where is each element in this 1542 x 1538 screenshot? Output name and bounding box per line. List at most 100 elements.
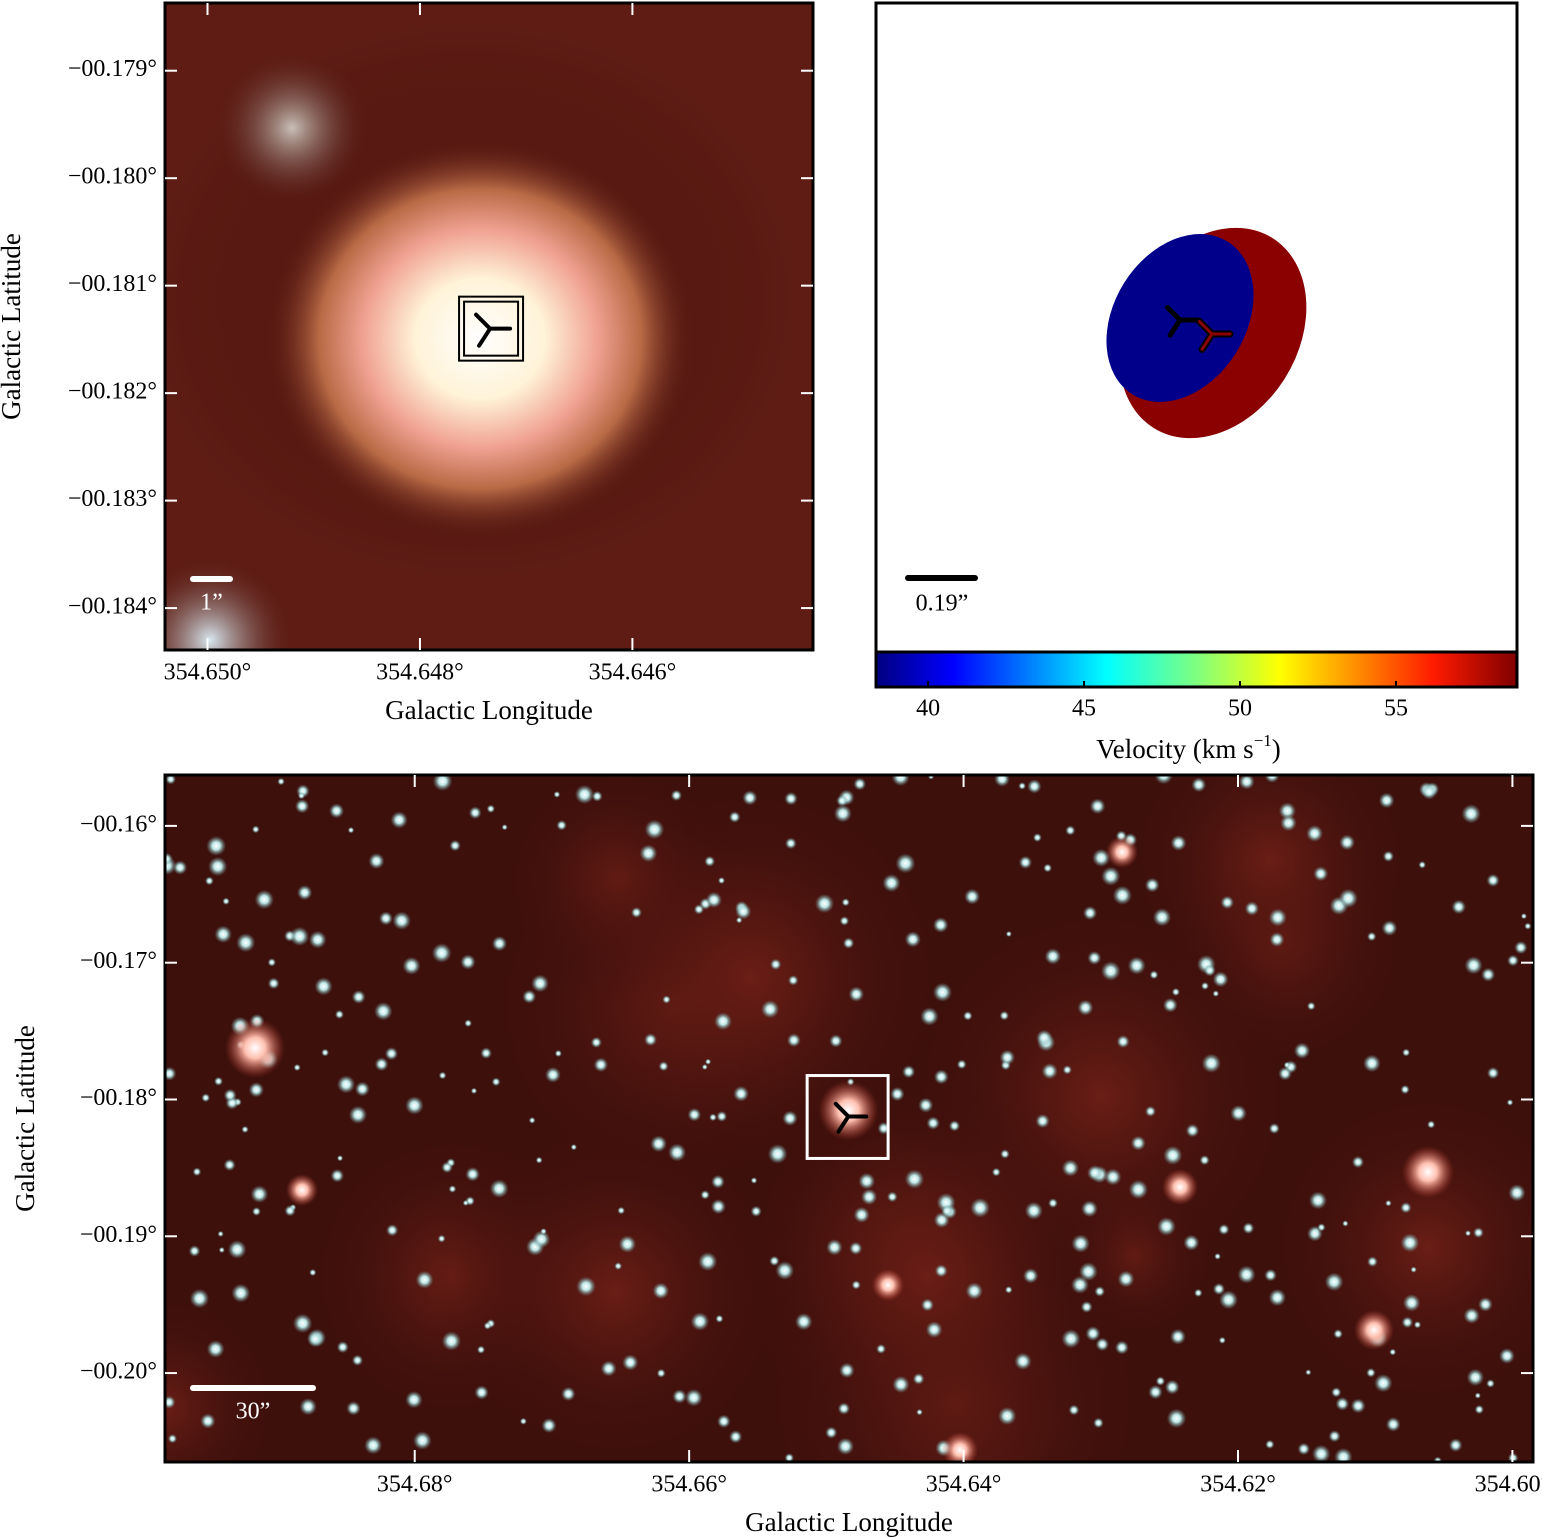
star	[716, 1110, 728, 1122]
star	[1157, 1217, 1176, 1236]
star	[522, 989, 537, 1004]
star	[1212, 1282, 1226, 1296]
star	[1101, 866, 1121, 886]
star	[785, 837, 797, 850]
star	[1427, 1120, 1436, 1129]
colorbar-tick-label: 55	[1384, 696, 1408, 722]
grey-source	[217, 53, 367, 203]
star	[1507, 954, 1519, 967]
star	[1481, 967, 1496, 982]
y-tick-label: −00.180°	[68, 164, 157, 190]
star	[1081, 1200, 1098, 1218]
star	[386, 1224, 399, 1237]
star	[1117, 1270, 1135, 1288]
star	[998, 1406, 1017, 1426]
star	[299, 1398, 317, 1416]
marker-arm	[1164, 304, 1183, 323]
star	[933, 1069, 949, 1085]
star	[1100, 961, 1121, 981]
image-panel	[165, 3, 813, 650]
star	[1077, 999, 1094, 1016]
star	[711, 1174, 725, 1189]
star	[591, 790, 603, 802]
star	[1474, 1404, 1484, 1415]
star	[690, 1312, 710, 1331]
star	[1324, 1272, 1344, 1292]
star	[1024, 1201, 1043, 1220]
star	[742, 790, 758, 806]
star	[528, 1116, 536, 1124]
star	[1093, 1417, 1104, 1429]
x-tick-label: 354.64°	[926, 1472, 1002, 1498]
star	[836, 794, 849, 807]
star	[1366, 1367, 1376, 1378]
star	[1219, 1290, 1239, 1310]
star	[705, 1058, 712, 1065]
star	[248, 1082, 265, 1098]
star	[1114, 1340, 1129, 1355]
star	[1194, 1288, 1203, 1298]
star	[222, 897, 230, 905]
star	[1104, 1168, 1122, 1186]
x-tick-label: 354.60°	[1475, 1472, 1542, 1498]
y-tick-label: −00.20°	[80, 1359, 157, 1385]
star	[904, 1169, 925, 1189]
star	[448, 1185, 457, 1193]
star	[554, 1049, 562, 1058]
star	[390, 811, 408, 829]
star	[214, 925, 233, 944]
star	[687, 1107, 702, 1122]
star	[1268, 1288, 1287, 1307]
star	[561, 1386, 576, 1402]
star	[189, 1288, 210, 1309]
star	[1000, 1149, 1010, 1159]
marker-arm	[1200, 332, 1214, 351]
star	[1169, 1328, 1186, 1345]
star	[251, 1207, 261, 1216]
star	[941, 1204, 954, 1217]
star	[814, 893, 835, 914]
star	[761, 1000, 780, 1019]
star	[192, 1167, 202, 1177]
star	[1035, 1113, 1050, 1129]
star	[1367, 931, 1377, 942]
nebula	[165, 1287, 286, 1462]
star	[735, 903, 752, 920]
star	[531, 974, 549, 993]
star	[1451, 899, 1467, 915]
star	[1466, 1368, 1485, 1387]
star	[1080, 1301, 1093, 1313]
star	[684, 1388, 703, 1407]
star	[715, 1314, 724, 1323]
star	[329, 803, 345, 819]
star	[750, 1177, 758, 1184]
star	[1032, 833, 1042, 843]
star	[1152, 908, 1172, 927]
star	[1071, 1234, 1090, 1253]
star	[891, 775, 910, 787]
star	[334, 1009, 344, 1019]
star	[208, 856, 228, 877]
star	[700, 1190, 710, 1200]
frame	[163, 773, 1535, 1464]
star	[784, 791, 798, 806]
star	[470, 1087, 478, 1094]
star	[384, 1047, 399, 1061]
marker-box-inner	[463, 300, 520, 357]
star	[593, 1057, 609, 1073]
star	[1027, 779, 1042, 794]
star	[1185, 1123, 1200, 1138]
star	[231, 1283, 251, 1303]
star	[999, 1049, 1016, 1066]
star	[1269, 932, 1285, 947]
star	[784, 1453, 794, 1462]
star	[925, 1321, 943, 1339]
star	[1238, 775, 1255, 790]
star	[574, 784, 595, 805]
star	[1524, 922, 1532, 930]
star	[1268, 1123, 1280, 1134]
star	[172, 860, 188, 875]
star	[236, 933, 256, 953]
marker-arm	[474, 312, 493, 331]
star	[405, 1096, 424, 1115]
